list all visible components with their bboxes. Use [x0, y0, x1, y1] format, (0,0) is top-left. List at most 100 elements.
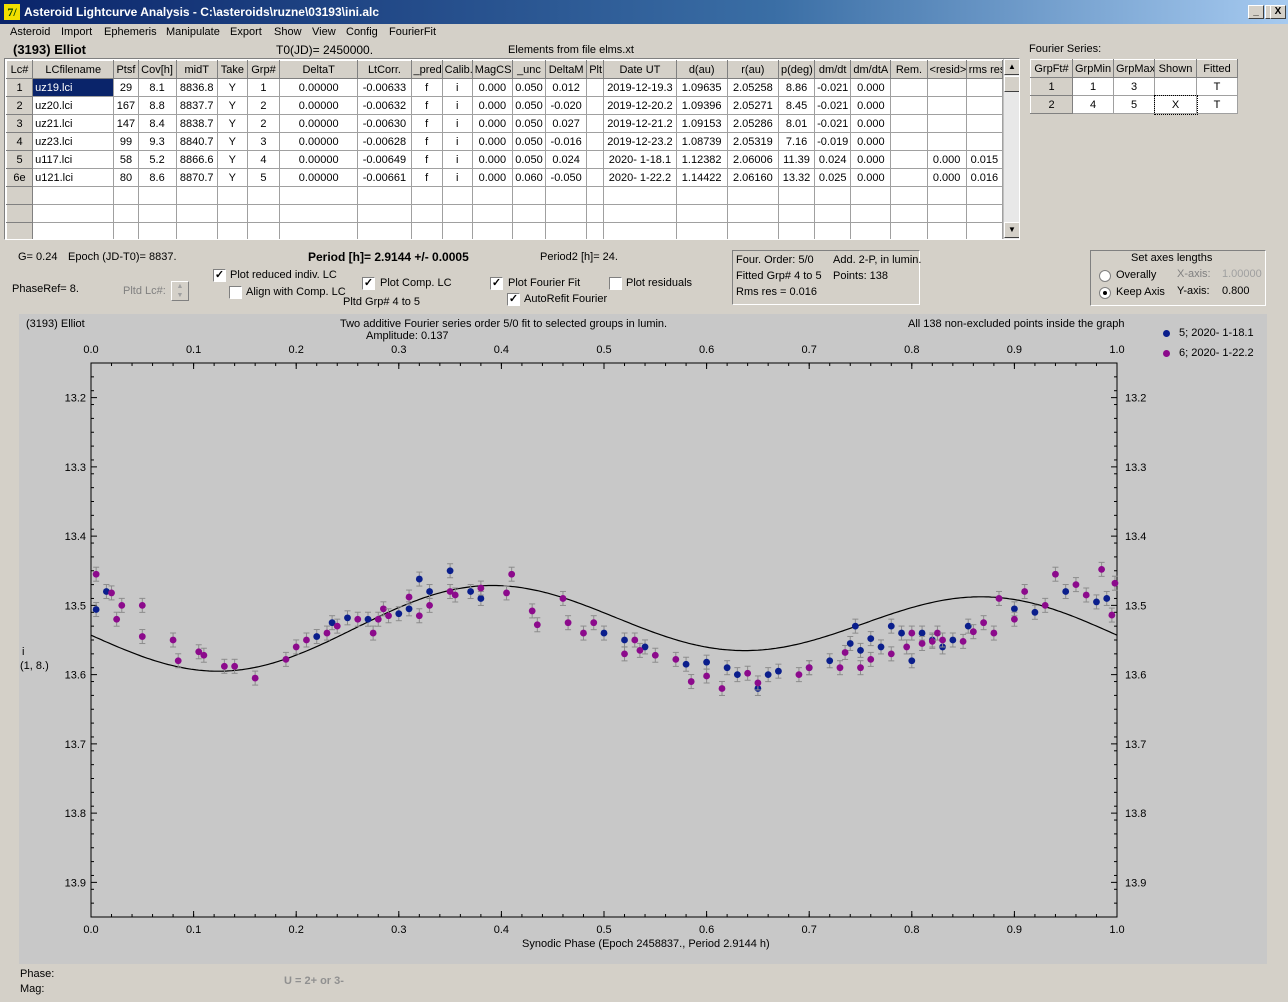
table-row[interactable] — [5, 186, 1004, 205]
fourier-cell[interactable]: T — [1196, 95, 1238, 114]
plot-fourier-checkbox[interactable]: ✓ — [490, 277, 503, 290]
table-cell[interactable] — [410, 222, 443, 239]
table-cell[interactable]: 0.000 — [471, 96, 513, 115]
lc-column-header[interactable]: LCfilename — [32, 60, 115, 79]
table-cell[interactable]: -0.021 — [814, 78, 852, 97]
lc-column-header[interactable]: DeltaM — [545, 60, 588, 79]
table-row[interactable] — [5, 222, 1004, 239]
table-cell[interactable] — [545, 222, 588, 239]
lc-column-header[interactable]: Ptsf — [113, 60, 139, 79]
row-header[interactable] — [5, 222, 34, 239]
plot-reduced-checkbox[interactable]: ✓ — [213, 269, 226, 282]
lc-column-header[interactable]: Grp# — [246, 60, 281, 79]
table-row[interactable]: 4 uz23.lci 99 9.3 8840.7 Y 3 0.00000 -0.00628 f i 0… — [5, 132, 1004, 151]
xaxis-value[interactable]: 1.00000 — [1222, 268, 1262, 280]
lc-column-header[interactable]: d(au) — [675, 60, 728, 79]
table-cell[interactable]: 1.09153 — [675, 114, 728, 133]
lc-column-header[interactable]: Date UT — [603, 60, 677, 79]
table-cell[interactable]: 0.00000 — [279, 78, 359, 97]
menu-export[interactable]: Export — [230, 26, 262, 38]
row-header[interactable]: 4 — [5, 132, 34, 151]
lightcurve-plot[interactable]: (3193) Elliot Two additive Fourier serie… — [19, 314, 1267, 964]
fourier-column-header[interactable]: Fitted — [1196, 59, 1238, 78]
lc-column-header[interactable]: DeltaT — [279, 60, 359, 79]
fourier-column-header[interactable]: GrpFt# — [1030, 59, 1073, 78]
table-cell[interactable]: 0.024 — [814, 150, 852, 169]
table-cell[interactable]: 0.000 — [471, 78, 513, 97]
menu-manipulate[interactable]: Manipulate — [166, 26, 220, 38]
table-cell[interactable]: 2019-12-23.2 — [603, 132, 677, 151]
table-cell[interactable]: 167 — [113, 96, 139, 115]
menu-show[interactable]: Show — [274, 26, 302, 38]
row-header[interactable]: 5 — [5, 150, 34, 169]
lc-column-header[interactable]: Calib. — [441, 60, 473, 79]
table-cell[interactable]: 2.05271 — [726, 96, 779, 115]
table-cell[interactable]: -0.016 — [545, 132, 588, 151]
table-cell[interactable]: -0.019 — [814, 132, 852, 151]
fourier-cell[interactable]: 1 — [1030, 77, 1073, 96]
fourier-cell[interactable]: 2 — [1030, 95, 1073, 114]
table-cell[interactable]: 2.05286 — [726, 114, 779, 133]
table-cell[interactable]: 0.015 — [965, 150, 1004, 169]
menu-ephemeris[interactable]: Ephemeris — [104, 26, 157, 38]
table-row[interactable]: 2 uz20.lci 167 8.8 8837.7 Y 2 0.00000 -0.00632 f i… — [5, 96, 1004, 115]
table-cell[interactable]: -0.00628 — [357, 132, 412, 151]
table-cell[interactable]: 2020- 1-22.2 — [603, 168, 677, 187]
align-comp-checkbox[interactable] — [229, 286, 242, 299]
lc-column-header[interactable]: Take — [216, 60, 248, 79]
table-cell[interactable] — [113, 222, 139, 239]
lc-column-header[interactable]: Lc# — [5, 60, 34, 79]
table-cell[interactable]: 99 — [113, 132, 139, 151]
table-cell[interactable]: 0.050 — [511, 132, 547, 151]
table-cell[interactable]: -0.00633 — [357, 78, 412, 97]
table-cell[interactable] — [726, 222, 779, 239]
lc-column-header[interactable]: midT — [175, 60, 218, 79]
autorefit-checkbox[interactable]: ✓ — [507, 293, 520, 306]
overally-radio[interactable] — [1099, 270, 1111, 282]
keepaxis-radio[interactable] — [1099, 287, 1111, 299]
table-cell[interactable]: 2019-12-19.3 — [603, 78, 677, 97]
table-cell[interactable]: 0.00000 — [279, 114, 359, 133]
table-cell[interactable] — [965, 222, 1004, 239]
table-cell[interactable]: 0.000 — [471, 150, 513, 169]
lc-column-header[interactable]: dm/dtA — [850, 60, 892, 79]
table-cell[interactable]: 8838.7 — [175, 114, 218, 133]
table-cell[interactable] — [471, 222, 513, 239]
scroll-thumb[interactable] — [1004, 76, 1019, 92]
fourier-column-header[interactable]: GrpMax — [1113, 59, 1155, 78]
table-cell[interactable]: 0.027 — [545, 114, 588, 133]
table-cell[interactable]: -0.050 — [545, 168, 588, 187]
table-cell[interactable]: 0.00000 — [279, 132, 359, 151]
menu-asteroid[interactable]: Asteroid — [10, 26, 51, 38]
table-cell[interactable]: uz21.lci — [32, 114, 115, 133]
lc-column-header[interactable]: Cov[h] — [137, 60, 177, 79]
menu-fourierfit[interactable]: FourierFit — [389, 26, 437, 38]
table-cell[interactable]: 0.00000 — [279, 96, 359, 115]
lc-table-scrollbar[interactable]: ▲ ▼ — [1003, 59, 1019, 239]
menu-config[interactable]: Config — [346, 26, 378, 38]
menu-import[interactable]: Import — [61, 26, 93, 38]
lc-column-header[interactable]: _unc — [511, 60, 547, 79]
pltd-lc-spinner[interactable]: ▲ ▼ — [171, 281, 189, 301]
row-header[interactable]: 6e — [5, 168, 34, 187]
lc-column-header[interactable]: Plt — [586, 60, 605, 79]
plot-comp-checkbox[interactable]: ✓ — [362, 277, 375, 290]
table-cell[interactable]: 2019-12-20.2 — [603, 96, 677, 115]
lc-column-header[interactable]: p(deg) — [777, 60, 816, 79]
table-cell[interactable]: -0.00649 — [357, 150, 412, 169]
minimize-button[interactable]: _ — [1248, 5, 1264, 19]
row-header[interactable]: 3 — [5, 114, 34, 133]
close-button[interactable]: X — [1270, 5, 1286, 19]
fourier-column-header[interactable]: GrpMin — [1072, 59, 1114, 78]
table-cell[interactable] — [175, 222, 218, 239]
scroll-down-icon[interactable]: ▼ — [1004, 222, 1019, 238]
row-header[interactable] — [5, 204, 34, 223]
table-cell[interactable]: 147 — [113, 114, 139, 133]
lc-column-header[interactable]: Rem. — [890, 60, 928, 79]
table-row[interactable]: 1 uz19.lci 29 8.1 8836.8 Y 1 0.00000 -0.00633 f i 0… — [5, 78, 1004, 97]
table-cell[interactable]: 13.32 — [777, 168, 816, 187]
lc-column-header[interactable]: _pred. — [410, 60, 443, 79]
fourier-column-header[interactable]: Shown — [1154, 59, 1197, 78]
